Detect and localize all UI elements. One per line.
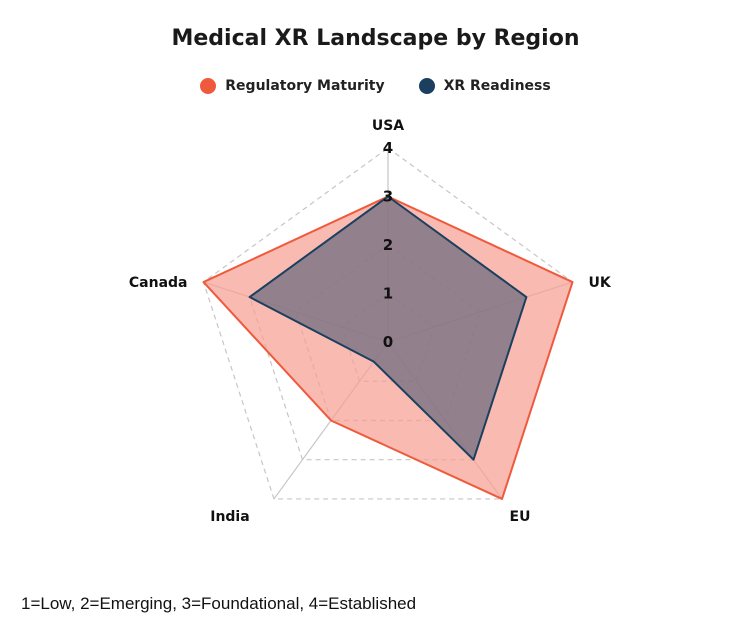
category-label-india: India	[210, 509, 249, 525]
legend-label-xr-readiness: XR Readiness	[443, 78, 551, 94]
legend-swatch-regulatory-maturity	[200, 78, 217, 94]
legend-label-regulatory-maturity: Regulatory Maturity	[225, 78, 385, 94]
grid-ring-4	[202, 147, 574, 500]
category-label-canada: Canada	[129, 275, 188, 291]
chart-title: Medical XR Landscape by Region	[171, 26, 580, 51]
tick-label-4: 4	[383, 139, 393, 157]
legend-item-xr-readiness[interactable]: XR Readiness	[418, 78, 551, 94]
tick-label-3: 3	[383, 188, 393, 206]
category-label-uk: UK	[589, 275, 612, 291]
legend-swatch-xr-readiness	[418, 78, 435, 94]
category-label-usa: USA	[372, 118, 404, 134]
series-area-xr-readiness	[248, 195, 528, 461]
category-label-eu: EU	[510, 509, 531, 525]
legend-item-regulatory-maturity[interactable]: Regulatory Maturity	[200, 78, 385, 94]
radial-ticks: 0 1 2 3 4	[383, 139, 393, 351]
footnote: 1=Low, 2=Emerging, 3=Foundational, 4=Est…	[21, 594, 417, 613]
tick-label-2: 2	[383, 236, 393, 254]
tick-label-0: 0	[383, 333, 393, 351]
legend: Regulatory Maturity XR Readiness	[0, 78, 751, 94]
tick-label-1: 1	[383, 285, 393, 303]
category-labels: USA UK EU India Canada	[129, 118, 612, 525]
